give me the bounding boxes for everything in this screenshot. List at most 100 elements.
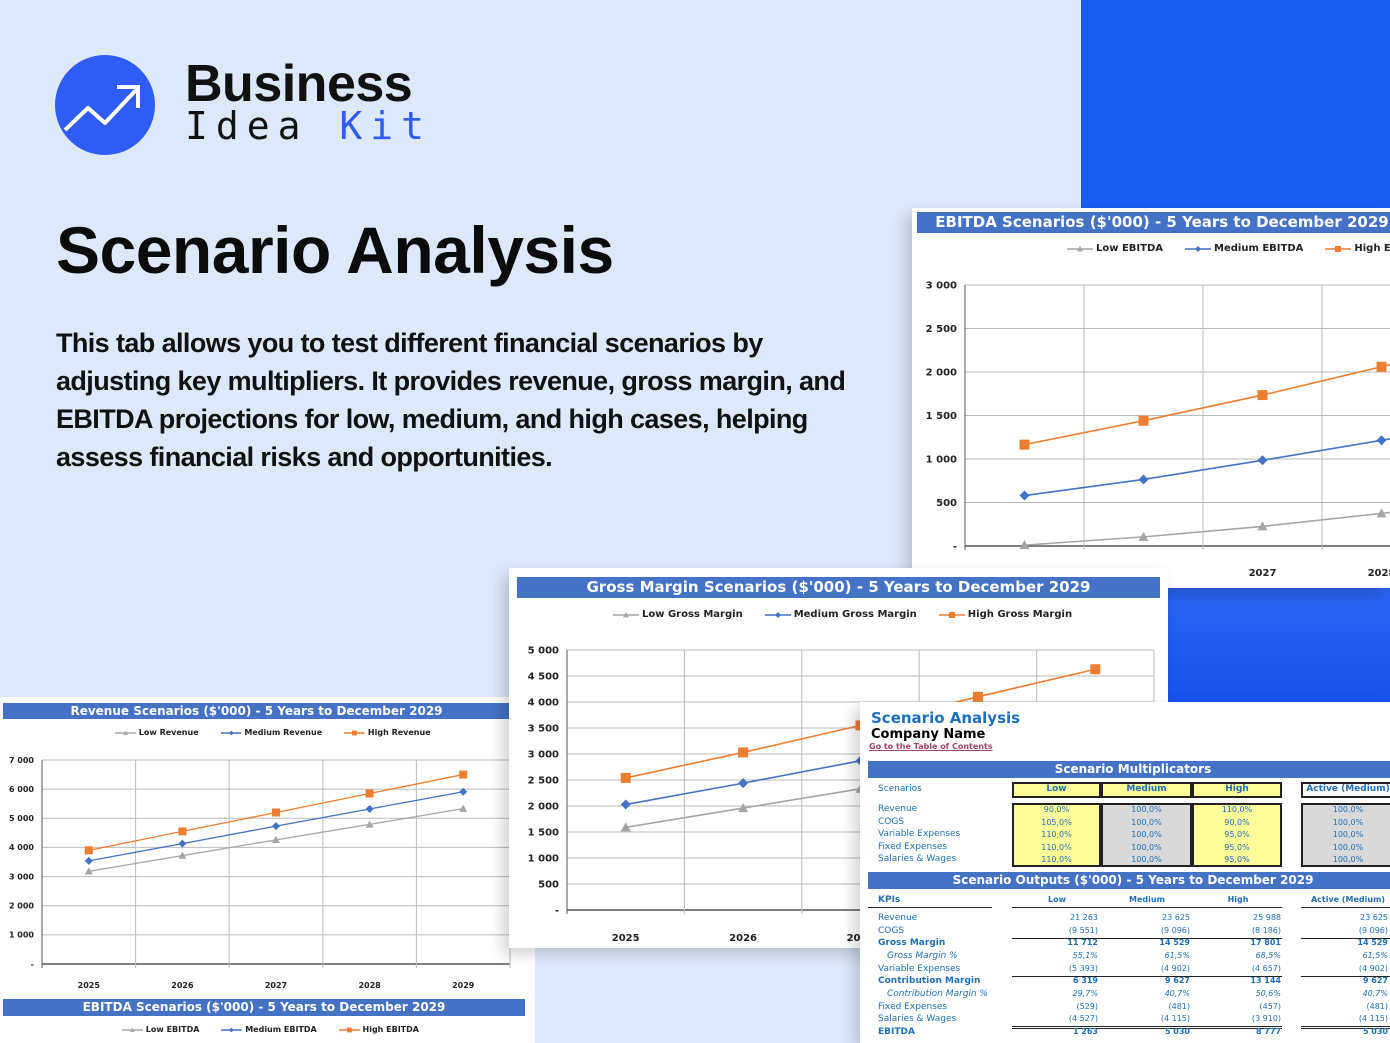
multiplier-active-value: 100,0% [1332, 805, 1364, 814]
data-point [1138, 415, 1149, 426]
legend-marker [229, 1027, 235, 1032]
output-value-low: (9 551) [1068, 925, 1098, 935]
legend-item: Medium EBITDA [221, 1025, 317, 1034]
data-point [178, 839, 187, 848]
output-value-medium: (4 902) [1160, 963, 1190, 973]
multiplier-column-low [1012, 803, 1101, 867]
legend-square-marker-icon [338, 1027, 360, 1032]
output-row-label: Fixed Expenses [878, 1001, 948, 1012]
legend-marker [1335, 245, 1342, 252]
legend-item: Low Gross Margin [613, 609, 743, 620]
y-tick-label: 2 000 [528, 802, 559, 813]
legend-square-marker-icon [1325, 245, 1352, 252]
output-row-label: Contribution Margin % [887, 988, 989, 999]
legend-triangle-marker-icon [115, 730, 136, 735]
page-title: Scenario Analysis [56, 213, 614, 287]
brand-kit: Kit [339, 104, 433, 148]
multiplier-row-label: Variable Expenses [878, 829, 961, 840]
output-active-value: 14 529 [1357, 938, 1388, 948]
multiplier-input-high[interactable]: 95,0% [1224, 830, 1250, 840]
output-active-value: 9 627 [1362, 976, 1388, 986]
y-tick-label: 500 [936, 498, 957, 509]
multiplier-input-medium[interactable]: 100,0% [1131, 830, 1162, 840]
y-tick-label: 500 [538, 880, 559, 891]
legend-item: High EBITDA [338, 1025, 419, 1034]
data-point [365, 804, 374, 813]
multiplier-input-medium[interactable]: 100,0% [1131, 842, 1162, 852]
output-value-medium: (9 096) [1160, 925, 1190, 935]
legend-diamond-marker-icon [1185, 245, 1211, 252]
output-value-low: 29,7% [1072, 988, 1098, 998]
output-value-low: (5 393) [1068, 963, 1098, 973]
output-column-header: Medium [1129, 895, 1165, 904]
data-point [1257, 455, 1268, 466]
scenario-column-header: High [1225, 784, 1249, 794]
scenarios-label: Scenarios [878, 784, 922, 794]
data-point [1019, 439, 1030, 450]
data-point [272, 835, 280, 844]
multiplier-input-high[interactable]: 95,0% [1224, 842, 1250, 852]
legend-item: Medium Gross Margin [764, 609, 917, 620]
data-point [1376, 361, 1387, 372]
legend-item: High EBITDA [1325, 243, 1390, 254]
table-of-contents-link[interactable]: Go to the Table of Contents [869, 742, 993, 751]
multiplier-input-low[interactable]: 90,0% [1043, 805, 1070, 814]
legend-label: High EBITDA [362, 1025, 419, 1034]
data-point [1376, 435, 1387, 446]
multiplier-input-low[interactable]: 110,0% [1041, 830, 1072, 840]
output-value-medium: 14 529 [1159, 938, 1190, 948]
legend-marker [346, 1027, 352, 1032]
multiplier-input-high[interactable]: 110,0% [1221, 805, 1253, 814]
multiplier-input-medium[interactable]: 100,0% [1131, 817, 1162, 827]
multiplier-input-high[interactable]: 95,0% [1224, 855, 1250, 865]
y-tick-label: 1 000 [9, 931, 34, 940]
total-rule [1012, 1026, 1282, 1030]
data-point [620, 799, 631, 810]
data-point [459, 804, 468, 812]
scenario-column-header: Medium [1126, 784, 1167, 794]
legend-item: Medium Revenue [220, 728, 322, 737]
y-tick-label: 4 500 [528, 672, 559, 683]
kpi-header-rule [868, 907, 992, 909]
multiplier-input-high[interactable]: 90,0% [1224, 817, 1250, 827]
output-active-value: 23 625 [1360, 913, 1388, 922]
multiplier-input-medium[interactable]: 100,0% [1131, 855, 1162, 865]
multiplicators-header: Scenario Multiplicators [868, 761, 1390, 778]
y-tick-label: 1 500 [528, 828, 559, 839]
multiplier-input-medium[interactable]: 100,0% [1131, 805, 1162, 814]
output-column-header: High [1227, 895, 1249, 904]
output-value-medium: 5 030 [1164, 1026, 1190, 1036]
total-rule [1301, 937, 1390, 939]
multiplier-column-high [1192, 803, 1282, 867]
data-point [84, 867, 93, 875]
logo-trend-arrow-icon [55, 55, 155, 155]
y-tick-label: 3 500 [528, 724, 559, 735]
x-tick-label: 2027 [1249, 568, 1277, 579]
legend-label: Low Revenue [138, 728, 199, 737]
outputs-header: Scenario Outputs ($'000) - 5 Years to De… [868, 872, 1390, 889]
revenue-chart-panel: Revenue Scenarios ($'000) - 5 Years to D… [0, 697, 535, 1043]
output-value-low: (529) [1076, 1001, 1098, 1011]
output-value-high: (4 657) [1251, 963, 1281, 973]
x-tick-label: 2025 [78, 981, 101, 990]
scenario-header-high [1192, 782, 1282, 798]
x-tick-label: 2025 [612, 933, 640, 944]
output-column-header: Low [1048, 895, 1066, 904]
scenario-header-low [1012, 782, 1101, 798]
ebitda-strip-title: EBITDA Scenarios ($'000) - 5 Years to De… [3, 999, 525, 1016]
x-tick-label: 2028 [358, 981, 381, 990]
legend-marker [774, 611, 781, 618]
page-description: This tab allows you to test different fi… [56, 328, 846, 472]
output-value-high: 50,6% [1255, 988, 1281, 998]
multiplier-input-low[interactable]: 110,0% [1041, 855, 1072, 865]
data-point [738, 747, 749, 758]
legend-item: Medium EBITDA [1185, 243, 1303, 254]
multiplier-input-low[interactable]: 105,0% [1041, 817, 1072, 827]
total-rule [1301, 1026, 1390, 1030]
total-rule [1012, 937, 1282, 939]
brand-idea: Idea [185, 104, 309, 148]
data-point [1257, 390, 1268, 401]
multiplier-input-low[interactable]: 110,0% [1041, 842, 1072, 852]
data-point [1019, 490, 1030, 501]
output-active-value: (481) [1366, 1001, 1388, 1011]
